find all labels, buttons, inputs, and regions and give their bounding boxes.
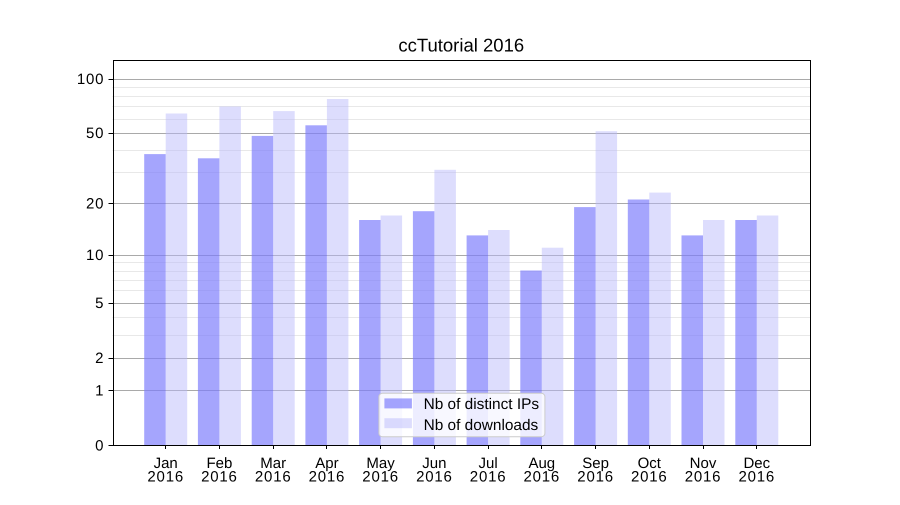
svg-text:Jan: Jan (154, 455, 178, 472)
svg-text:ccTutorial 2016: ccTutorial 2016 (398, 35, 524, 56)
svg-text:100: 100 (77, 71, 104, 88)
svg-text:Dec: Dec (743, 455, 770, 472)
svg-text:2016: 2016 (416, 469, 453, 486)
svg-text:2016: 2016 (470, 469, 507, 486)
svg-text:50: 50 (86, 125, 104, 142)
svg-text:2016: 2016 (739, 469, 776, 486)
svg-text:Oct: Oct (638, 455, 662, 472)
svg-text:0: 0 (95, 437, 104, 454)
svg-text:Sep: Sep (582, 455, 609, 472)
svg-text:2016: 2016 (685, 469, 722, 486)
svg-text:2016: 2016 (201, 469, 238, 486)
svg-text:2016: 2016 (577, 469, 614, 486)
svg-text:20: 20 (86, 196, 104, 213)
svg-text:Nb of distinct IPs: Nb of distinct IPs (424, 396, 540, 413)
svg-text:1: 1 (95, 382, 104, 399)
svg-text:Feb: Feb (206, 455, 232, 472)
svg-text:Aug: Aug (528, 455, 555, 472)
svg-text:2016: 2016 (362, 469, 399, 486)
svg-text:2016: 2016 (524, 469, 561, 486)
svg-text:Apr: Apr (315, 455, 338, 472)
svg-text:Mar: Mar (260, 455, 286, 472)
svg-text:Nb of downloads: Nb of downloads (424, 417, 539, 434)
svg-text:5: 5 (95, 295, 104, 312)
svg-text:May: May (366, 455, 395, 472)
svg-text:10: 10 (86, 247, 104, 264)
svg-text:2016: 2016 (255, 469, 292, 486)
svg-text:Jul: Jul (479, 455, 498, 472)
svg-text:Jun: Jun (422, 455, 446, 472)
svg-text:Nov: Nov (690, 455, 717, 472)
svg-text:2016: 2016 (631, 469, 668, 486)
svg-text:2016: 2016 (147, 469, 184, 486)
svg-text:2: 2 (95, 350, 104, 367)
svg-text:2016: 2016 (309, 469, 346, 486)
